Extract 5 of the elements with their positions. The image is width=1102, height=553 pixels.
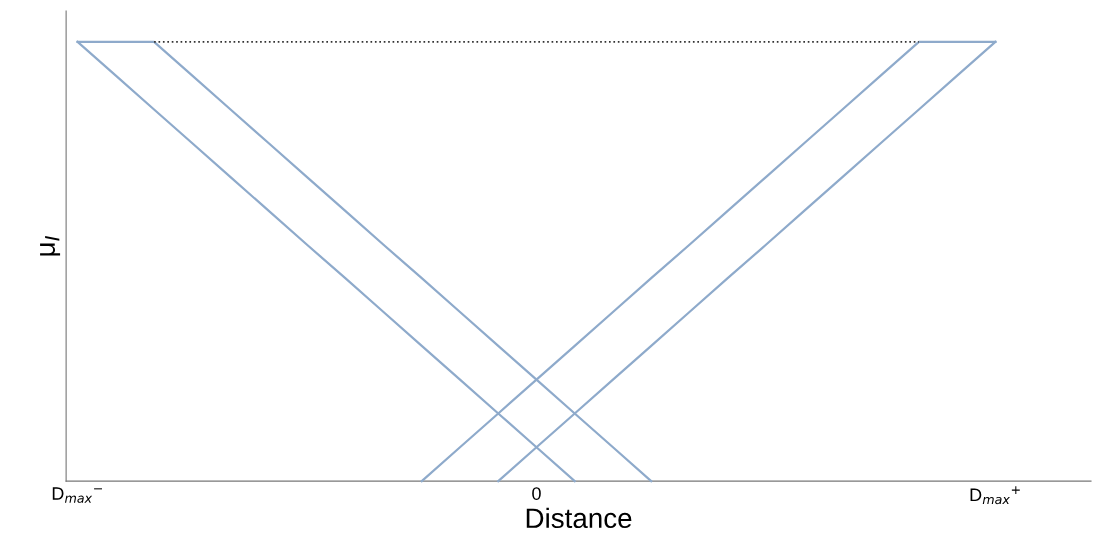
x-axis-title: Distance (526, 507, 632, 529)
x-tick-label: D$_{max}$$^{−}$ (52, 487, 102, 503)
y-axis-title: μ$_{I}$ (40, 235, 61, 256)
x-tick-label: D$_{max}$$^{+}$ (970, 486, 1020, 505)
x-tick-label: 0 (532, 487, 541, 500)
